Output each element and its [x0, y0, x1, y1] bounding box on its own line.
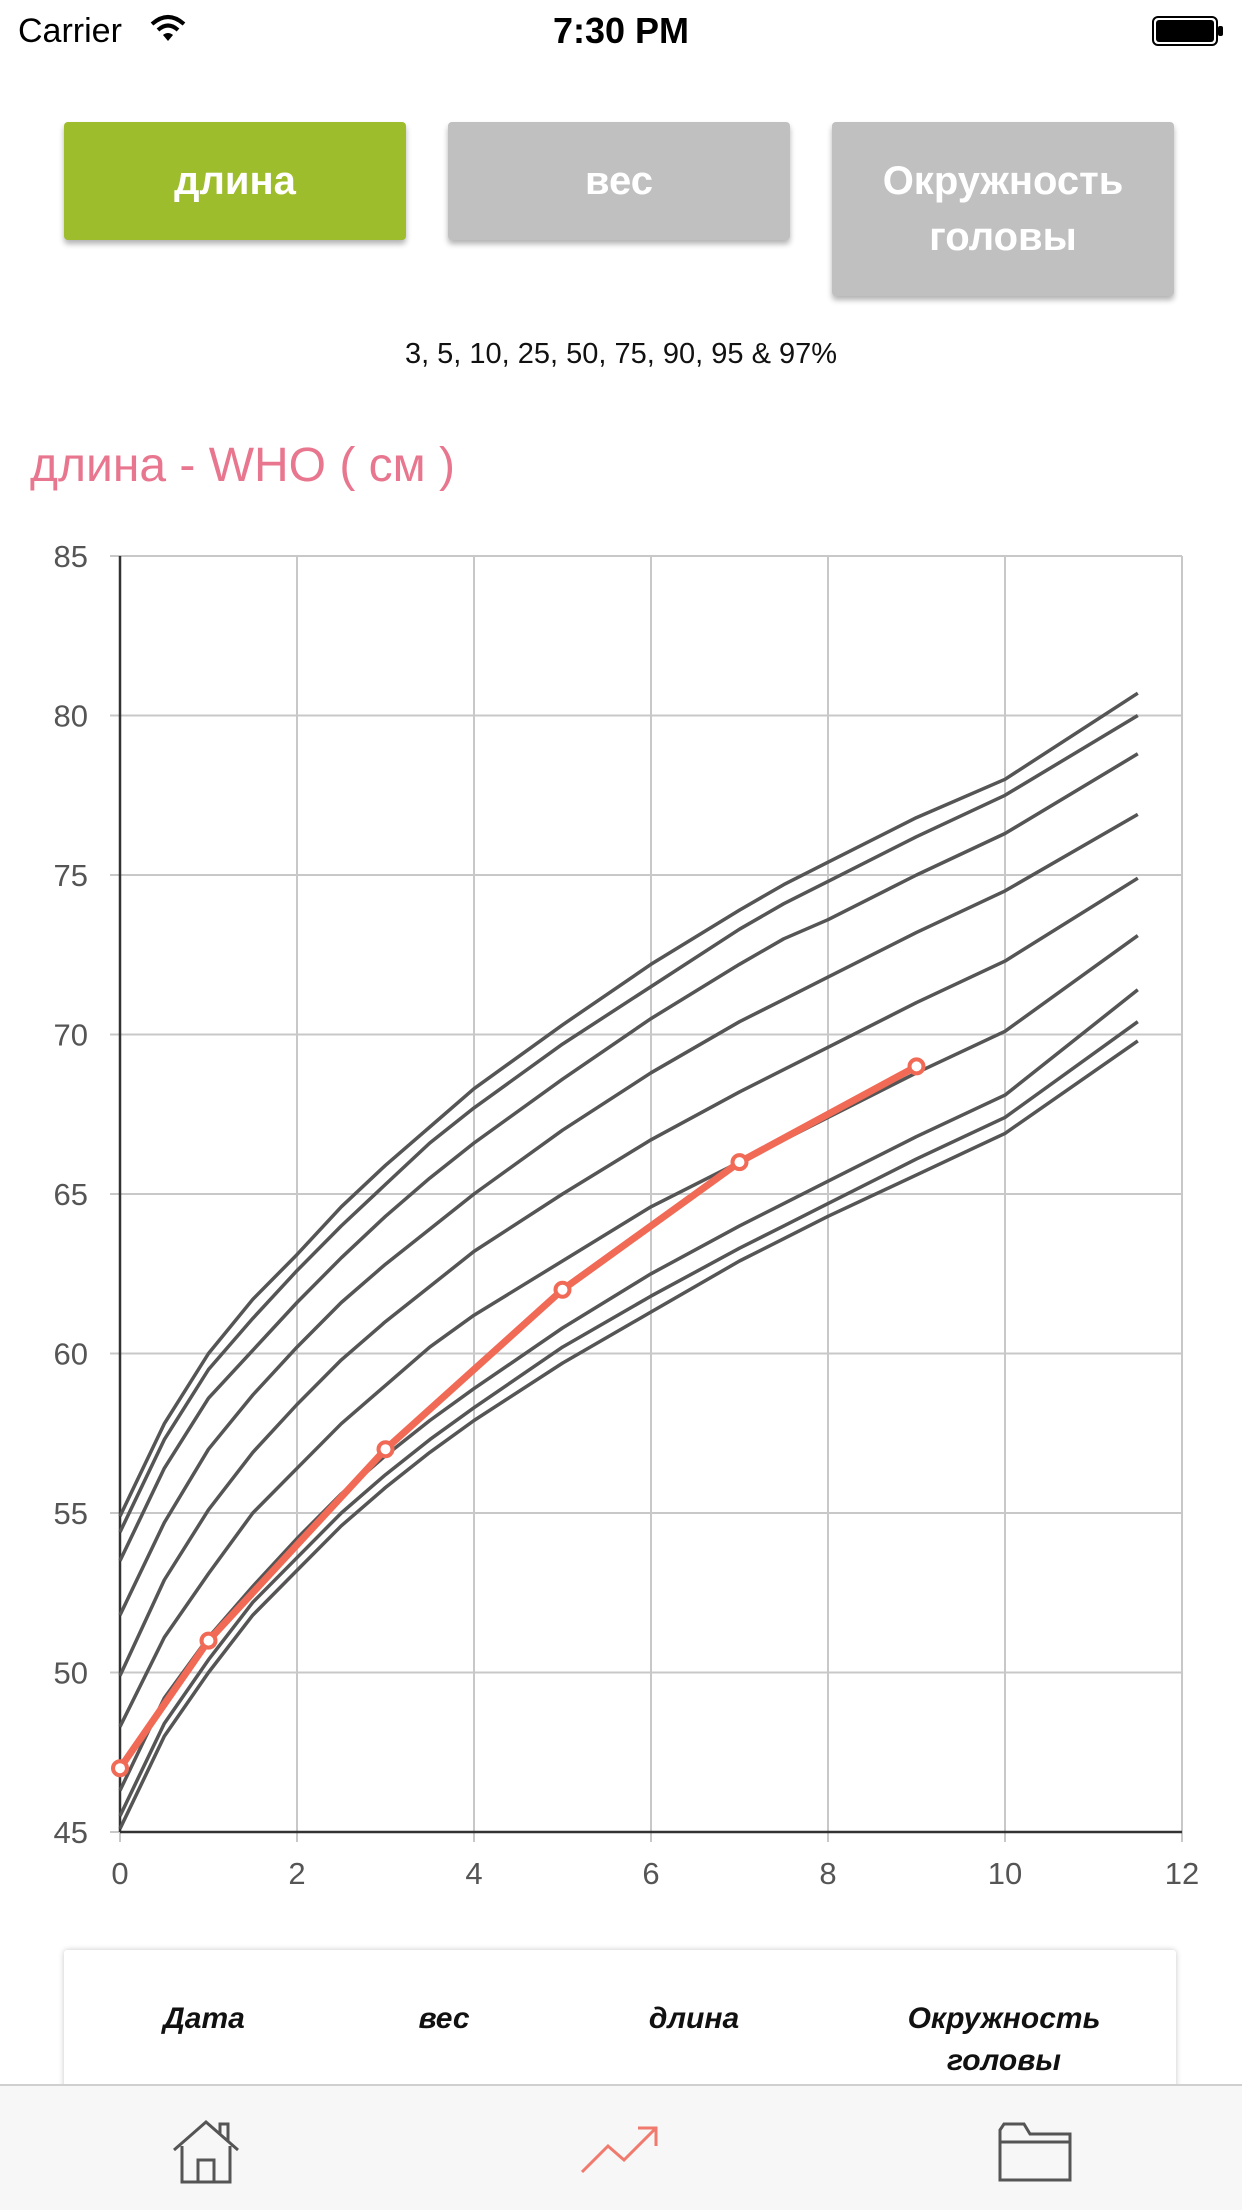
- percentile-90-line: [118, 752, 1139, 1562]
- child-length-point: [907, 1057, 926, 1076]
- percentile-75-line: [118, 812, 1139, 1616]
- y-tick-label: 55: [54, 1496, 88, 1531]
- head-circumference-tab-button[interactable]: Окружность головы: [832, 122, 1174, 296]
- percentile-50-line: [118, 876, 1139, 1677]
- growth-chart: 45 50 55 60 65 70 75 80 85 0 2 4 6 8 10 12: [54, 539, 1200, 1891]
- y-tick-label: 85: [54, 539, 88, 574]
- child-length-point: [199, 1631, 218, 1650]
- x-tick-label: 0: [111, 1856, 128, 1891]
- child-length-point: [111, 1759, 129, 1778]
- y-tick-label: 70: [54, 1018, 88, 1053]
- percentile-10-line: [118, 988, 1139, 1792]
- percentile-5-line: [118, 1020, 1139, 1817]
- table-header-weight: вес: [418, 2002, 470, 2035]
- wifi-icon: [150, 15, 186, 41]
- table-header-date: Дата: [163, 2002, 245, 2035]
- child-length-point: [376, 1440, 395, 1459]
- y-tick-label: 65: [54, 1177, 88, 1212]
- y-tick-label: 45: [54, 1815, 88, 1850]
- status-time: 7:30 PM: [552, 10, 690, 51]
- percentile-97-line: [118, 691, 1139, 1517]
- table-header-length: длина: [648, 2002, 740, 2035]
- x-tick-label: 10: [988, 1856, 1022, 1891]
- child-length-point: [730, 1153, 749, 1172]
- child-length-point: [553, 1280, 572, 1299]
- x-tick-label: 8: [819, 1856, 836, 1891]
- folder-icon[interactable]: [994, 2116, 1076, 2186]
- y-tick-label: 80: [54, 699, 88, 734]
- home-icon[interactable]: [168, 2116, 244, 2186]
- x-tick-label: 6: [642, 1856, 659, 1891]
- carrier-label: Carrier: [18, 12, 122, 50]
- status-bar: Carrier 7:30 PM: [0, 0, 1242, 60]
- head-circumference-tab-label: Окружность головы: [882, 159, 1124, 259]
- chart-title: длина - WHO ( см ): [30, 439, 455, 492]
- battery-icon: [1152, 16, 1223, 46]
- x-tick-label: 2: [288, 1856, 305, 1891]
- x-tick-label: 4: [465, 1856, 482, 1891]
- weight-tab-button[interactable]: вес: [448, 122, 790, 240]
- y-tick-label: 60: [54, 1337, 88, 1372]
- percentile-25-line: [118, 934, 1139, 1728]
- x-tick-label: 12: [1165, 1856, 1199, 1891]
- y-tick-label: 75: [54, 858, 88, 893]
- chart-trend-icon[interactable]: [578, 2116, 664, 2180]
- percentile-95-line: [118, 713, 1139, 1533]
- length-tab-button[interactable]: длина: [64, 122, 406, 240]
- child-length-line: [116, 1062, 920, 1772]
- bottom-tab-bar: [0, 2084, 1242, 2210]
- percentiles-caption: 3, 5, 10, 25, 50, 75, 90, 95 & 97%: [404, 338, 838, 370]
- table-header-head-circumference: Окружность головы: [907, 2002, 1101, 2077]
- y-tick-label: 50: [54, 1656, 88, 1691]
- percentile-3-line: [118, 1039, 1139, 1830]
